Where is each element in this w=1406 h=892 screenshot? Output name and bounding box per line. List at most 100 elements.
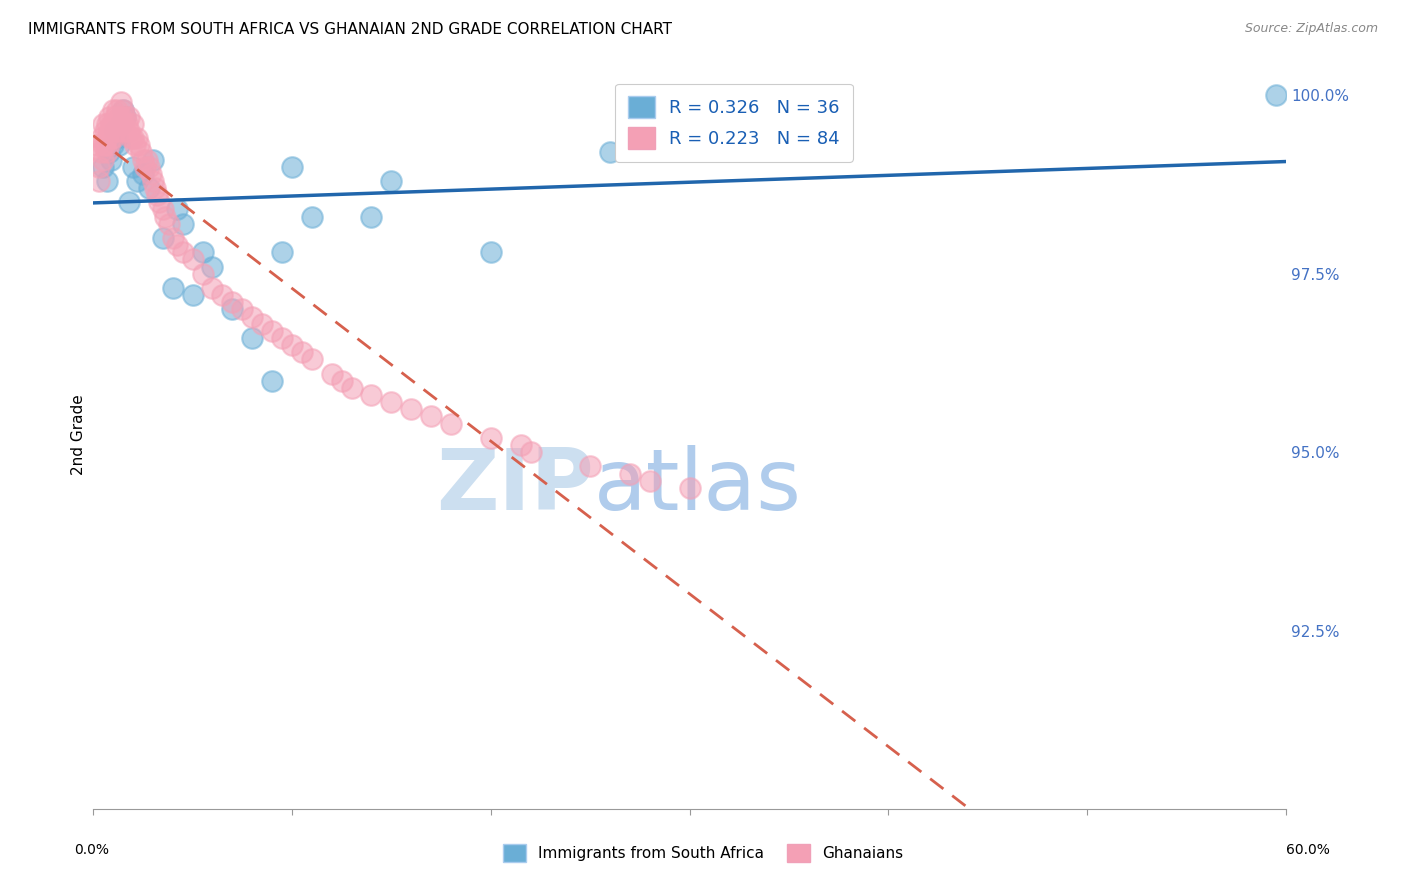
Point [211, 288, 233, 302]
Point [110, 110, 132, 124]
Point [94, 124, 117, 138]
Point [240, 310, 263, 324]
Point [231, 302, 253, 317]
Point [479, 431, 502, 445]
Point [105, 131, 128, 145]
Point [360, 210, 382, 224]
Point [262, 324, 284, 338]
Point [152, 202, 174, 217]
Point [181, 252, 204, 267]
Point [89, 160, 111, 174]
Legend: Immigrants from South Africa, Ghanaians: Immigrants from South Africa, Ghanaians [496, 838, 910, 868]
Point [132, 167, 155, 181]
Point [134, 160, 156, 174]
Point [100, 117, 122, 131]
Point [162, 281, 184, 295]
Point [122, 117, 145, 131]
Point [90, 131, 112, 145]
Point [118, 195, 141, 210]
Point [301, 210, 323, 224]
Point [152, 231, 174, 245]
Point [678, 131, 700, 145]
Point [122, 131, 145, 145]
Point [104, 124, 127, 138]
Text: 0.0%: 0.0% [75, 843, 108, 857]
Point [91, 117, 114, 131]
Point [291, 345, 314, 359]
Point [142, 153, 165, 167]
Point [104, 110, 127, 124]
Point [172, 217, 194, 231]
Point [94, 138, 117, 153]
Legend: R = 0.326   N = 36, R = 0.223   N = 84: R = 0.326 N = 36, R = 0.223 N = 84 [614, 84, 852, 162]
Point [101, 138, 124, 153]
Point [122, 160, 145, 174]
Point [181, 288, 204, 302]
Point [114, 110, 136, 124]
Text: 60.0%: 60.0% [1285, 843, 1330, 857]
Point [191, 267, 214, 281]
Point [111, 103, 134, 117]
Point [509, 438, 531, 452]
Point [110, 117, 132, 131]
Point [98, 124, 121, 138]
Point [135, 153, 157, 167]
Point [240, 331, 263, 345]
Point [105, 103, 128, 117]
Point [90, 145, 112, 160]
Point [91, 160, 114, 174]
Point [100, 131, 122, 145]
Point [138, 181, 160, 195]
Point [105, 117, 128, 131]
Point [118, 110, 141, 124]
Point [166, 202, 188, 217]
Point [380, 395, 402, 409]
Point [98, 110, 121, 124]
Point [89, 174, 111, 188]
Y-axis label: 2nd Grade: 2nd Grade [72, 394, 86, 475]
Point [101, 103, 124, 117]
Point [420, 409, 443, 424]
Point [579, 459, 602, 474]
Point [96, 145, 118, 160]
Point [125, 131, 148, 145]
Point [440, 417, 463, 431]
Point [519, 445, 541, 459]
Point [340, 381, 363, 395]
Point [108, 110, 131, 124]
Point [153, 210, 176, 224]
Point [124, 138, 146, 153]
Point [262, 374, 284, 388]
Point [162, 231, 184, 245]
Point [120, 131, 142, 145]
Point [115, 117, 138, 131]
Point [114, 110, 136, 124]
Text: Source: ZipAtlas.com: Source: ZipAtlas.com [1244, 22, 1378, 36]
Point [148, 195, 170, 210]
Text: atlas: atlas [595, 445, 803, 528]
Point [301, 352, 323, 367]
Point [132, 153, 155, 167]
Point [678, 481, 700, 495]
Point [321, 367, 343, 381]
Point [138, 160, 160, 174]
Point [96, 131, 118, 145]
Point [111, 103, 134, 117]
Point [1265, 88, 1288, 103]
Point [157, 217, 180, 231]
Point [98, 138, 121, 153]
Text: ZIP: ZIP [436, 445, 595, 528]
Point [330, 374, 353, 388]
Point [619, 467, 641, 481]
Point [98, 145, 121, 160]
Point [111, 117, 134, 131]
Point [146, 188, 169, 202]
Point [191, 245, 214, 260]
Point [110, 95, 132, 110]
Point [201, 281, 224, 295]
Point [86, 138, 108, 153]
Point [142, 174, 165, 188]
Point [281, 338, 304, 352]
Point [638, 474, 661, 488]
Point [114, 124, 136, 138]
